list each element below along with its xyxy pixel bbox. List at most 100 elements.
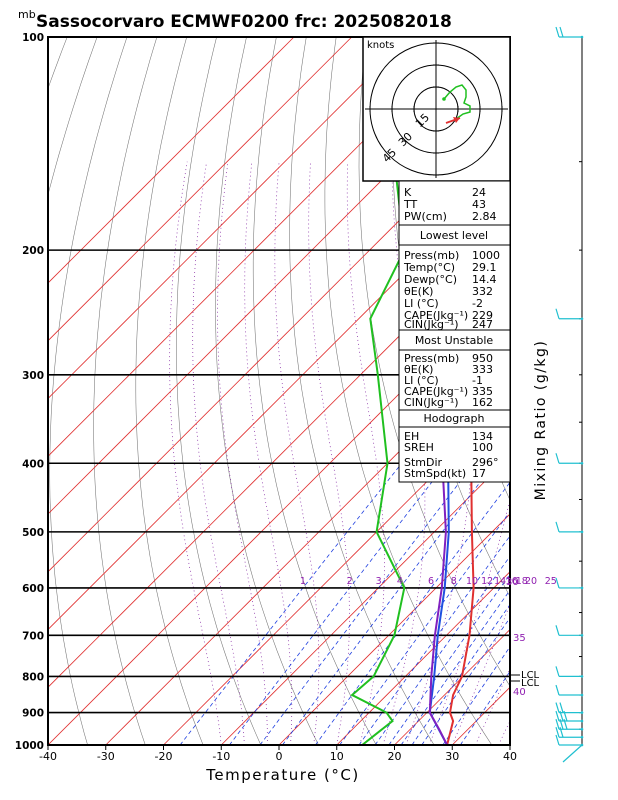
wind-barb-flag — [559, 710, 564, 722]
isotherm — [48, 37, 295, 284]
dry-adiabat — [289, 37, 435, 745]
moist-adiabat — [244, 161, 293, 745]
mixing-ratio-label: 25 — [545, 576, 557, 587]
lcl-label-2: LCL — [521, 678, 540, 689]
index-tt-value: 43 — [472, 198, 486, 211]
hodograph-ticks — [369, 42, 503, 176]
x-tick-label: -40 — [39, 750, 57, 763]
mixing-ratio-axis-label: Mixing Ratio (g/kg) — [533, 340, 549, 501]
wind-barb-dot — [580, 317, 584, 321]
hodograph-start-marker — [442, 97, 446, 101]
wind-barb-flag — [555, 26, 560, 38]
isotherm — [220, 455, 510, 745]
x-tick-label: -10 — [212, 750, 230, 763]
wind-barb-flag — [559, 727, 564, 738]
wind-barb-dot — [580, 634, 584, 637]
isotherm — [336, 571, 510, 745]
index-pw-label: PW(cm) — [404, 210, 447, 223]
dry-adiabat — [252, 37, 377, 745]
y-tick-label: 300 — [22, 370, 44, 382]
wind-barb-flag — [555, 666, 560, 677]
wind-barb-dot — [580, 711, 584, 714]
isotherm — [568, 37, 618, 745]
mixing-ratio-label: 4 — [397, 576, 403, 587]
lowest-temp-value: 29.1 — [472, 261, 497, 274]
lowest-press-label: Press(mb) — [404, 249, 459, 262]
right-label-40: 40 — [513, 687, 526, 698]
wind-barb-flag — [563, 710, 568, 722]
mixing-ratio-label: 8 — [451, 576, 457, 587]
isotherm — [163, 397, 510, 745]
lowest-thetae-label: θE(K) — [404, 285, 433, 298]
dry-adiabat — [516, 37, 618, 745]
mu-li-value: -1 — [472, 374, 483, 387]
hodo-sreh-value: 100 — [472, 441, 493, 454]
wind-barb-dot — [580, 693, 584, 697]
x-tick-label: 30 — [445, 750, 459, 763]
right-label-30: 30 — [506, 577, 519, 588]
index-k-value: 24 — [472, 186, 486, 199]
wind-barb-dot — [580, 35, 584, 39]
hodo-stmdir-label: StmDir — [404, 456, 443, 469]
right-label-35: 35 — [513, 633, 526, 644]
y-tick-label: 500 — [22, 527, 44, 539]
lowest-level-header: Lowest level — [420, 229, 488, 242]
mu-thetae-label: θE(K) — [404, 363, 433, 376]
lowest-li-label: LI (°C) — [404, 297, 439, 310]
dry-adiabat — [48, 37, 98, 196]
y-tick-label: 400 — [22, 458, 44, 470]
wind-barb-flag — [555, 710, 560, 722]
chart-title: Sassocorvaro ECMWF0200 frc: 2025082018 — [36, 12, 452, 32]
dry-adiabat — [93, 37, 158, 745]
index-tt-label: TT — [403, 198, 418, 211]
storm-motion-arrowhead — [453, 117, 460, 123]
lowest-cin-value: 247 — [472, 318, 493, 331]
wind-barbs — [555, 26, 584, 763]
wind-barb-flag — [555, 577, 560, 589]
x-tick-label: -20 — [155, 750, 173, 763]
y-tick-label: 1000 — [15, 740, 44, 752]
moist-adiabat — [308, 161, 350, 745]
x-tick-label: 40 — [503, 750, 517, 763]
hodograph-box-header: Hodograph — [424, 412, 485, 425]
y-tick-label: 800 — [22, 671, 44, 683]
moist-adiabat — [217, 161, 268, 745]
dry-adiabat — [605, 37, 618, 745]
wind-barb-flag — [559, 26, 564, 38]
isotherm — [509, 744, 510, 745]
indices-panel: K 24 TT 43 PW(cm) 2.84 Lowest level Pres… — [398, 180, 511, 483]
dry-adiabat — [176, 37, 262, 745]
wind-barb-dot — [580, 461, 584, 465]
hodo-eh-value: 134 — [472, 430, 493, 443]
lowest-press-value: 1000 — [472, 249, 500, 262]
mixing-ratio-label: 2 — [347, 576, 353, 587]
mixing-ratio-label: 3 — [376, 576, 382, 587]
lcl-label-1: LCL — [521, 670, 540, 681]
hodo-stmdir-value: 296° — [472, 456, 499, 469]
surface-wind-barb — [562, 744, 583, 763]
lowest-cape-label: CAPE(Jkg⁻¹) — [404, 309, 468, 322]
moist-adiabat — [346, 161, 385, 745]
hodo-stmspd-label: StmSpd(kt) — [404, 467, 466, 480]
lowest-dewp-label: Dewp(°C) — [404, 273, 457, 286]
lowest-dewp-value: 14.4 — [472, 273, 497, 286]
moist-adiabat — [498, 720, 510, 745]
mixing-ratio-label: 6 — [428, 576, 434, 587]
wind-barb-dot — [580, 727, 584, 731]
moist-adiabat — [169, 161, 222, 745]
hodograph-trace — [443, 84, 471, 120]
wind-barb-dot — [580, 586, 584, 590]
y-tick-label: 600 — [22, 583, 44, 595]
dry-adiabat — [358, 37, 510, 687]
wind-barb-flag — [555, 727, 560, 738]
y-tick-label: 100 — [22, 32, 44, 44]
hodo-eh-label: EH — [404, 430, 419, 443]
wind-barb-flag — [555, 521, 560, 533]
mu-press-label: Press(mb) — [404, 352, 459, 365]
wind-barb-flag — [555, 308, 560, 319]
isotherm — [48, 224, 510, 688]
x-tick-label: 20 — [388, 750, 402, 763]
x-axis-label: Temperature (°C) — [205, 766, 359, 784]
